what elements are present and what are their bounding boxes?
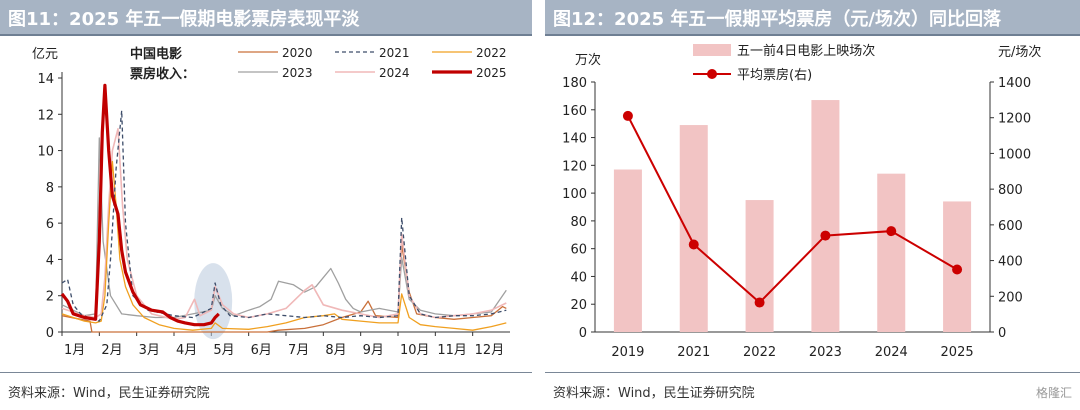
bar-2024 <box>877 173 906 332</box>
bar-2021 <box>679 125 708 332</box>
y-right-label: 元/场次 <box>998 44 1041 60</box>
series-line-2020 <box>61 244 507 333</box>
legend-swatch-marker <box>707 69 717 79</box>
x-tick-label: 7月 <box>288 343 309 358</box>
y-left-tick-label: 40 <box>570 270 587 285</box>
avg-ticket-point-2025 <box>952 264 963 275</box>
bar-2022 <box>745 200 774 332</box>
y-left-tick-label: 140 <box>562 132 587 147</box>
x-tick-label: 12月 <box>475 343 505 358</box>
x-tick-label: 4月 <box>176 343 197 358</box>
x-tick-label: 5月 <box>213 343 234 358</box>
avg-ticket-line <box>627 115 958 304</box>
x-tick-label: 8月 <box>325 343 346 358</box>
series-line-2025 <box>60 83 220 327</box>
x-tick-label: 3月 <box>139 343 160 358</box>
y-right-tick-label: 800 <box>998 183 1023 198</box>
legend-label-2025: 2025 <box>476 66 507 80</box>
divider <box>545 372 1080 373</box>
box-office-line-chart: 亿元 0 2 4 6 8 10 12 14 1月 2月 3月 4月 5月 6月 7月 8月 9月 10月 11月 12月… <box>32 46 510 358</box>
avg-ticket-point-2023 <box>820 230 831 241</box>
x-tick-label: 2024 <box>875 345 908 360</box>
bar-2019 <box>613 169 642 332</box>
x-tick-label: 11月 <box>437 343 467 358</box>
y-tick-label: 2 <box>46 290 54 305</box>
x-tick-label: 10月 <box>400 343 430 358</box>
y-left-tick-label: 0 <box>579 326 587 341</box>
title-bar: 图12：2025 年五一假期平均票房（元/场次）同比回落 <box>545 0 1080 36</box>
y-right-tick-label: 1000 <box>998 147 1031 162</box>
y-tick-label: 14 <box>37 72 54 87</box>
bar-2023 <box>811 100 840 332</box>
divider <box>0 372 532 373</box>
x-tick-label: 2021 <box>677 345 710 360</box>
x-tick-label: 1月 <box>64 343 85 358</box>
y-right-tick-label: 0 <box>998 326 1006 341</box>
avg-ticket-point-2021 <box>688 239 699 250</box>
avg-ticket-point-2024 <box>886 226 897 237</box>
chart-title: 图12：2025 年五一假期平均票房（元/场次）同比回落 <box>553 9 1001 30</box>
x-tick-label: 2019 <box>611 345 644 360</box>
x-tick-label: 2月 <box>101 343 122 358</box>
watermark-logo: 格隆汇 <box>1035 386 1072 400</box>
title-bar: 图11：2025 年五一假期电影票房表现平淡 <box>0 0 532 36</box>
y-left-tick-label: 180 <box>562 76 587 91</box>
x-tick-label: 6月 <box>251 343 272 358</box>
screenings-bar-line-chart: 万次 元/场次 0 20 40 60 80 100 120 140 160 180 0 200 400 600… <box>562 43 1041 360</box>
y-right-tick-label: 600 <box>998 219 1023 234</box>
panel-avg-ticket: 图12：2025 年五一假期平均票房（元/场次）同比回落 万次 元/场次 0 20 40… <box>545 0 1080 410</box>
y-right-tick-label: 1400 <box>998 76 1031 91</box>
legend-label-line: 平均票房(右) <box>737 67 812 83</box>
source-note: 资料来源：Wind，民生证券研究院 <box>553 386 755 401</box>
series-line-2024 <box>61 128 507 321</box>
y-left-tick-label: 80 <box>570 215 587 230</box>
y-tick-label: 6 <box>46 217 54 232</box>
x-tick-label: 9月 <box>363 343 384 358</box>
y-tick-label: 12 <box>37 108 54 123</box>
y-left-tick-label: 100 <box>562 187 587 202</box>
legend-label-bar: 五一前4日电影上映场次 <box>737 43 875 59</box>
avg-ticket-point-2022 <box>754 297 765 308</box>
y-tick-label: 4 <box>46 253 54 268</box>
x-tick-label: 2022 <box>743 345 776 360</box>
y-tick-label: 10 <box>37 145 54 160</box>
legend-label-2022: 2022 <box>476 46 507 60</box>
y-left-label: 万次 <box>575 52 601 68</box>
panel-box-office: 图11：2025 年五一假期电影票房表现平淡 亿元 0 2 4 6 8 10 12 14 1月 2月… <box>0 0 532 410</box>
source-note: 资料来源：Wind，民生证券研究院 <box>8 386 210 401</box>
chart-title: 图11：2025 年五一假期电影票房表现平淡 <box>8 9 360 30</box>
y-right-tick-label: 400 <box>998 255 1023 270</box>
avg-ticket-point-2019 <box>622 110 633 121</box>
y-left-tick-label: 120 <box>562 159 587 174</box>
legend-swatch-bar <box>693 44 731 56</box>
y-tick-label: 8 <box>46 181 54 196</box>
series-line-2022 <box>61 160 507 331</box>
series-line-2023 <box>61 137 507 319</box>
y-right-tick-label: 200 <box>998 290 1023 305</box>
legend-label-2023: 2023 <box>282 66 313 80</box>
legend-title: 中国电影 <box>130 46 182 62</box>
y-left-tick-label: 20 <box>570 298 587 313</box>
legend-label-2020: 2020 <box>282 46 313 60</box>
legend-title: 票房收入： <box>130 66 195 82</box>
y-tick-label: 0 <box>46 326 54 341</box>
x-tick-label: 2025 <box>941 345 974 360</box>
x-tick-label: 2023 <box>809 345 842 360</box>
series-line-2021 <box>61 110 507 322</box>
y-left-tick-label: 60 <box>570 243 587 258</box>
legend-label-2021: 2021 <box>379 46 410 60</box>
y-right-tick-label: 1200 <box>998 112 1031 127</box>
y-axis-label: 亿元 <box>32 47 58 62</box>
legend-label-2024: 2024 <box>379 66 410 80</box>
y-left-tick-label: 160 <box>562 104 587 119</box>
